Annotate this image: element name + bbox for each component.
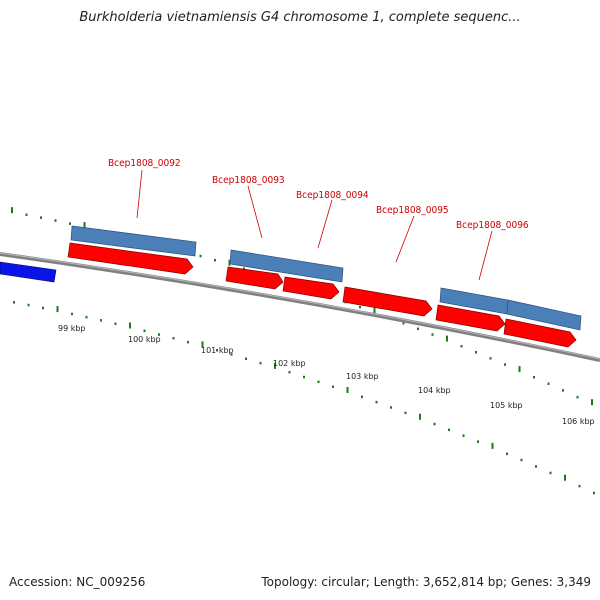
map-title: Burkholderia vietnamiensis G4 chromosome…: [79, 10, 521, 25]
scale-label: 104 kbp: [418, 386, 451, 395]
leader-bcep1808-0095: [395, 215, 415, 263]
cds-bar-1[interactable]: [70, 225, 197, 257]
cds-bar-4[interactable]: [506, 299, 582, 331]
leader-bcep1808-0094: [317, 199, 333, 249]
gene-label[interactable]: Bcep1808_0096: [456, 220, 529, 231]
gene-label[interactable]: Bcep1808_0094: [296, 190, 369, 201]
genome-backbone-highlight: [0, 252, 600, 360]
leader-bcep1808-0092: [136, 169, 143, 219]
scale-label: 99 kbp: [58, 324, 86, 333]
scale-label: 106 kbp: [562, 417, 595, 426]
cds-track: [70, 225, 582, 331]
accession-text: Accession: NC_009256: [9, 575, 146, 589]
forward-gene-track: [67, 242, 577, 348]
gene-arrow-bcep1808-0092[interactable]: [67, 242, 194, 275]
gene-label[interactable]: Bcep1808_0092: [108, 158, 181, 169]
scale-label: 101 kbp: [201, 346, 234, 355]
gene-arrow-next[interactable]: [503, 318, 577, 348]
scale-label: 100 kbp: [128, 335, 161, 344]
scale-label: 105 kbp: [490, 401, 523, 410]
scale-labels: 99 kbp 100 kbp 101 kbp 102 kbp 103 kbp 1…: [58, 324, 595, 426]
leader-bcep1808-0096: [478, 230, 493, 281]
gene-arrow-bcep1808-0094[interactable]: [282, 276, 340, 300]
gene-labels: Bcep1808_0092 Bcep1808_0093 Bcep1808_009…: [108, 158, 529, 231]
genome-summary-text: Topology: circular; Length: 3,652,814 bp…: [261, 575, 591, 589]
gene-arrow-bcep1808-0095[interactable]: [342, 286, 433, 317]
gene-arrow-bcep1808-0096[interactable]: [435, 304, 506, 332]
gene-label[interactable]: Bcep1808_0093: [212, 175, 285, 186]
gene-arrow-bcep1808-0093[interactable]: [225, 266, 284, 290]
scale-label: 102 kbp: [273, 359, 306, 368]
leader-bcep1808-0093: [247, 185, 263, 239]
gene-label[interactable]: Bcep1808_0095: [376, 205, 449, 216]
cds-bar-2[interactable]: [229, 249, 344, 283]
label-leaders: [136, 169, 493, 281]
scale-label: 103 kbp: [346, 372, 379, 381]
inner-tick-ring: [13, 301, 595, 495]
gene-reverse-strand[interactable]: [0, 261, 57, 283]
genome-backbone: [0, 252, 600, 362]
